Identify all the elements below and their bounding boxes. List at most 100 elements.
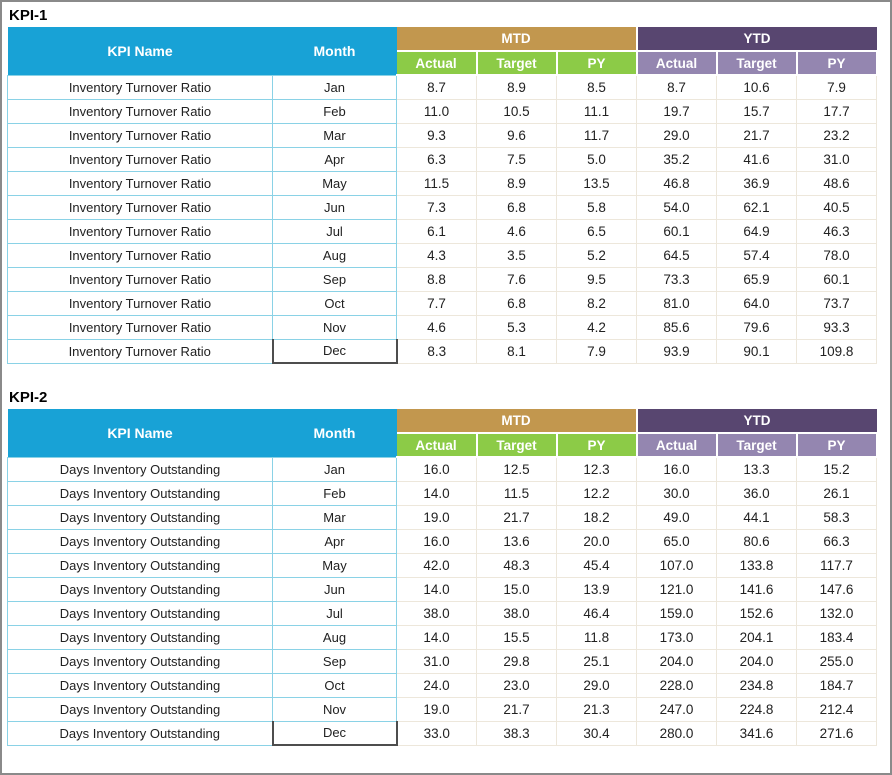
ytd-py-cell[interactable]: 31.0 (796, 146, 878, 172)
kpi-name-cell[interactable]: Inventory Turnover Ratio (7, 266, 273, 292)
month-cell[interactable]: Jun (272, 194, 397, 220)
ytd-target-cell[interactable]: 64.9 (716, 218, 798, 244)
mtd-target-cell[interactable]: 11.5 (476, 480, 557, 506)
ytd-actual-cell[interactable]: 85.6 (636, 314, 718, 340)
mtd-py-cell[interactable]: 7.9 (555, 338, 638, 364)
mtd-py-cell[interactable]: 13.9 (555, 576, 638, 602)
mtd-actual-cell[interactable]: 7.7 (396, 290, 477, 316)
mtd-py-cell[interactable]: 21.3 (555, 696, 638, 722)
ytd-actual-cell[interactable]: 49.0 (636, 504, 718, 530)
mtd-actual-cell[interactable]: 38.0 (396, 600, 477, 626)
ytd-actual-cell[interactable]: 30.0 (636, 480, 718, 506)
ytd-target-cell[interactable]: 41.6 (716, 146, 798, 172)
mtd-py-cell[interactable]: 30.4 (555, 720, 638, 746)
mtd-py-cell[interactable]: 46.4 (555, 600, 638, 626)
mtd-target-cell[interactable]: 7.6 (476, 266, 557, 292)
mtd-actual-cell[interactable]: 6.3 (396, 146, 477, 172)
ytd-py-cell[interactable]: 132.0 (796, 600, 878, 626)
kpi-name-cell[interactable]: Inventory Turnover Ratio (7, 98, 273, 124)
month-cell[interactable]: Sep (272, 266, 397, 292)
month-cell[interactable]: Jul (272, 218, 397, 244)
ytd-target-cell[interactable]: 152.6 (716, 600, 798, 626)
kpi-name-cell[interactable]: Days Inventory Outstanding (7, 456, 273, 482)
ytd-actual-cell[interactable]: 280.0 (636, 720, 718, 746)
ytd-target-cell[interactable]: 133.8 (716, 552, 798, 578)
mtd-py-cell[interactable]: 25.1 (555, 648, 638, 674)
kpi-name-cell[interactable]: Days Inventory Outstanding (7, 528, 273, 554)
mtd-target-cell[interactable]: 15.5 (476, 624, 557, 650)
mtd-target-cell[interactable]: 21.7 (476, 696, 557, 722)
ytd-target-cell[interactable]: 90.1 (716, 338, 798, 364)
month-cell[interactable]: May (272, 170, 397, 196)
kpi-name-cell[interactable]: Days Inventory Outstanding (7, 696, 273, 722)
ytd-target-cell[interactable]: 224.8 (716, 696, 798, 722)
mtd-py-cell[interactable]: 18.2 (555, 504, 638, 530)
mtd-actual-cell[interactable]: 4.3 (396, 242, 477, 268)
mtd-target-cell[interactable]: 29.8 (476, 648, 557, 674)
ytd-actual-cell[interactable]: 60.1 (636, 218, 718, 244)
kpi-name-cell[interactable]: Inventory Turnover Ratio (7, 146, 273, 172)
ytd-target-cell[interactable]: 80.6 (716, 528, 798, 554)
ytd-target-cell[interactable]: 234.8 (716, 672, 798, 698)
ytd-py-cell[interactable]: 183.4 (796, 624, 878, 650)
mtd-actual-cell[interactable]: 14.0 (396, 624, 477, 650)
mtd-py-cell[interactable]: 8.2 (555, 290, 638, 316)
kpi-name-cell[interactable]: Days Inventory Outstanding (7, 624, 273, 650)
ytd-target-cell[interactable]: 64.0 (716, 290, 798, 316)
mtd-target-cell[interactable]: 8.1 (476, 338, 557, 364)
mtd-py-cell[interactable]: 5.0 (555, 146, 638, 172)
mtd-target-cell[interactable]: 6.8 (476, 194, 557, 220)
month-cell[interactable]: Apr (272, 528, 397, 554)
mtd-actual-cell[interactable]: 8.7 (396, 74, 477, 100)
month-cell[interactable]: Aug (272, 242, 397, 268)
mtd-py-cell[interactable]: 13.5 (555, 170, 638, 196)
month-cell[interactable]: Nov (272, 314, 397, 340)
kpi-name-cell[interactable]: Inventory Turnover Ratio (7, 122, 273, 148)
ytd-py-cell[interactable]: 17.7 (796, 98, 878, 124)
ytd-target-cell[interactable]: 141.6 (716, 576, 798, 602)
mtd-target-cell[interactable]: 38.3 (476, 720, 557, 746)
mtd-target-cell[interactable]: 15.0 (476, 576, 557, 602)
mtd-py-cell[interactable]: 4.2 (555, 314, 638, 340)
kpi-name-cell[interactable]: Days Inventory Outstanding (7, 504, 273, 530)
ytd-actual-cell[interactable]: 121.0 (636, 576, 718, 602)
month-cell[interactable]: Feb (272, 98, 397, 124)
mtd-py-cell[interactable]: 5.2 (555, 242, 638, 268)
ytd-target-cell[interactable]: 79.6 (716, 314, 798, 340)
ytd-actual-cell[interactable]: 204.0 (636, 648, 718, 674)
mtd-target-cell[interactable]: 38.0 (476, 600, 557, 626)
mtd-target-cell[interactable]: 48.3 (476, 552, 557, 578)
ytd-py-cell[interactable]: 58.3 (796, 504, 878, 530)
ytd-target-cell[interactable]: 57.4 (716, 242, 798, 268)
ytd-actual-cell[interactable]: 93.9 (636, 338, 718, 364)
mtd-actual-cell[interactable]: 4.6 (396, 314, 477, 340)
ytd-actual-cell[interactable]: 46.8 (636, 170, 718, 196)
mtd-actual-cell[interactable]: 14.0 (396, 576, 477, 602)
ytd-py-cell[interactable]: 271.6 (796, 720, 878, 746)
month-cell[interactable]: Mar (272, 504, 397, 530)
ytd-py-cell[interactable]: 60.1 (796, 266, 878, 292)
month-cell[interactable]: Jun (272, 576, 397, 602)
ytd-actual-cell[interactable]: 73.3 (636, 266, 718, 292)
ytd-target-cell[interactable]: 341.6 (716, 720, 798, 746)
month-cell[interactable]: Oct (272, 672, 397, 698)
kpi-name-cell[interactable]: Days Inventory Outstanding (7, 648, 273, 674)
ytd-target-cell[interactable]: 44.1 (716, 504, 798, 530)
kpi-name-cell[interactable]: Days Inventory Outstanding (7, 480, 273, 506)
kpi-name-cell[interactable]: Days Inventory Outstanding (7, 552, 273, 578)
ytd-py-cell[interactable]: 26.1 (796, 480, 878, 506)
ytd-py-cell[interactable]: 46.3 (796, 218, 878, 244)
mtd-actual-cell[interactable]: 8.3 (396, 338, 477, 364)
mtd-target-cell[interactable]: 9.6 (476, 122, 557, 148)
ytd-target-cell[interactable]: 21.7 (716, 122, 798, 148)
mtd-actual-cell[interactable]: 19.0 (396, 504, 477, 530)
month-cell[interactable]: Jan (272, 74, 397, 100)
ytd-actual-cell[interactable]: 81.0 (636, 290, 718, 316)
ytd-target-cell[interactable]: 13.3 (716, 456, 798, 482)
ytd-target-cell[interactable]: 36.9 (716, 170, 798, 196)
ytd-py-cell[interactable]: 184.7 (796, 672, 878, 698)
kpi-name-cell[interactable]: Inventory Turnover Ratio (7, 290, 273, 316)
ytd-py-cell[interactable]: 48.6 (796, 170, 878, 196)
mtd-target-cell[interactable]: 12.5 (476, 456, 557, 482)
mtd-target-cell[interactable]: 6.8 (476, 290, 557, 316)
